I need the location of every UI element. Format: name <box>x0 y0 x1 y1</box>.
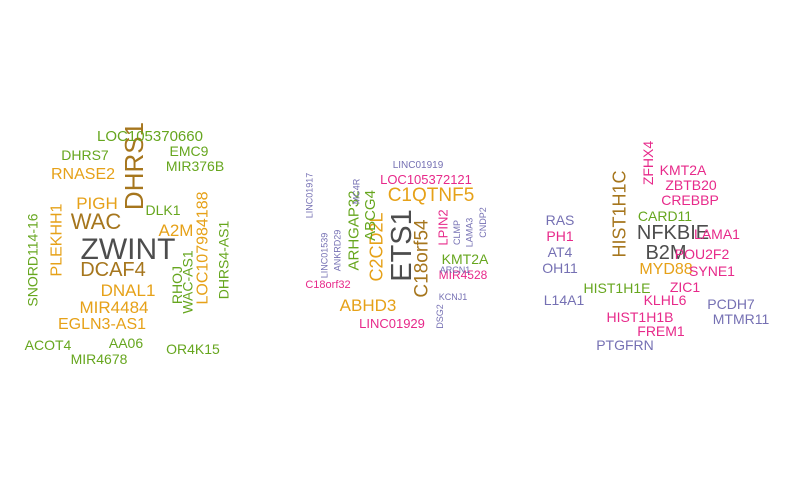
word-zic1: ZIC1 <box>669 279 701 295</box>
word-lama1: LAMA1 <box>694 226 740 242</box>
word-wac-as1: WAC-AS1 <box>180 250 196 314</box>
word-abcg4: ABCG4 <box>361 189 379 241</box>
word-wac: WAC <box>70 209 122 234</box>
word-dhrs4-as1: DHRS4-AS1 <box>215 220 231 300</box>
word-l14a1: L14A1 <box>543 292 585 308</box>
word-crebbp: CREBBP <box>661 192 719 208</box>
word-klhl6: KLHL6 <box>643 292 687 308</box>
word-zfhx4: ZFHX4 <box>640 140 656 186</box>
word-egln3-as1: EGLN3-AS1 <box>57 316 147 333</box>
word-dnal1: DNAL1 <box>100 280 156 300</box>
word-dhrs7: DHRS7 <box>61 147 109 163</box>
word-zbtb20: ZBTB20 <box>665 177 717 193</box>
word-mtmr11: MTMR11 <box>712 311 770 327</box>
word-clmp: CLMP <box>452 219 463 245</box>
word-at4: AT4 <box>547 244 573 260</box>
word-linc01919: LINC01919 <box>392 160 444 171</box>
word-loc105372121: LOC105372121 <box>380 171 472 187</box>
word-cloud-middle: ETS1 C1QTNF5 C18orf54 C2CD2L ABHD3 ARHGAP32 AB… <box>270 0 530 500</box>
word-mir4678: MIR4678 <box>70 351 128 367</box>
word-cloud-left: ZWINT DHRS1 WAC DCAF4 PIGH A2M DNAL1 MIR4484 RNA… <box>0 0 260 500</box>
word-kmt2a: KMT2A <box>659 162 707 178</box>
word-abhd3: ABHD3 <box>339 295 397 315</box>
word-or4k15: OR4K15 <box>166 341 220 357</box>
word-b2m: B2M <box>645 242 687 264</box>
word-a2m: A2M <box>158 220 194 240</box>
word-mir4484: MIR4484 <box>79 297 149 317</box>
word-dsg2: DSG2 <box>434 303 445 329</box>
word-hist1h1c: HIST1H1C <box>610 170 630 258</box>
word-zwint: ZWINT <box>80 233 176 266</box>
word-cloud-right: NFKBIE B2M HIST1H1C MYD88 ZFHX4 KMT2A ZBTB20 CR… <box>542 0 800 500</box>
word-dcaf4: DCAF4 <box>80 259 146 281</box>
word-kmt2a: KMT2A <box>441 251 489 267</box>
word-plekhh1: PLEKHH1 <box>47 203 65 277</box>
word-mir4528: MIR4528 <box>438 268 488 282</box>
word-oh11: OH11 <box>542 260 578 276</box>
word-ptgfrn: PTGFRN <box>596 337 654 353</box>
word-card11: CARD11 <box>637 208 693 224</box>
word-linc01917: LINC01917 <box>304 172 315 218</box>
word-ph1: PH1 <box>546 228 574 244</box>
word-myd88: MYD88 <box>639 261 693 278</box>
word-ras: RAS <box>545 212 575 228</box>
word-loc107984188: LOC107984188 <box>193 191 211 305</box>
word-hist1h1e: HIST1H1E <box>583 280 651 296</box>
word-hist1h1b: HIST1H1B <box>606 309 674 325</box>
word-pou2f2: POU2F2 <box>674 246 730 262</box>
word-linc01539: LINC01539 <box>319 232 330 278</box>
word-acot4: ACOT4 <box>24 337 72 353</box>
word-ankrd29: ANKRD29 <box>332 229 343 271</box>
word-syne1: SYNE1 <box>689 263 735 279</box>
word-c1qtnf5: C1QTNF5 <box>387 184 475 206</box>
word-c18orf32: C18orf32 <box>305 278 351 291</box>
word-snord114-16: SNORD114-16 <box>25 213 41 307</box>
word-frem1: FREM1 <box>637 323 685 339</box>
word-lpin2: LPIN2 <box>435 208 451 246</box>
word-mir376b: MIR376B <box>165 158 225 174</box>
word-loc105370660: LOC105370660 <box>97 127 203 145</box>
word-aa06: AA06 <box>108 335 144 351</box>
word-nfkbie: NFKBIE <box>636 222 710 244</box>
word-rnase2: RNASE2 <box>50 166 116 183</box>
word-c18orf54: C18orf54 <box>411 218 433 298</box>
word-kcnj1: KCNJ1 <box>438 291 468 302</box>
word-mc4r: MC4R <box>351 178 362 204</box>
word-pcdh7: PCDH7 <box>707 296 755 312</box>
word-arcn1: ARCN1 <box>439 264 471 275</box>
word-lama3: LAMA3 <box>464 217 475 247</box>
word-pigh: PIGH <box>76 193 118 213</box>
word-emc9: EMC9 <box>169 143 209 159</box>
word-linc01929: LINC01929 <box>359 315 425 331</box>
word-dlk1: DLK1 <box>145 202 181 218</box>
word-cndp2: CNDP2 <box>477 206 488 238</box>
